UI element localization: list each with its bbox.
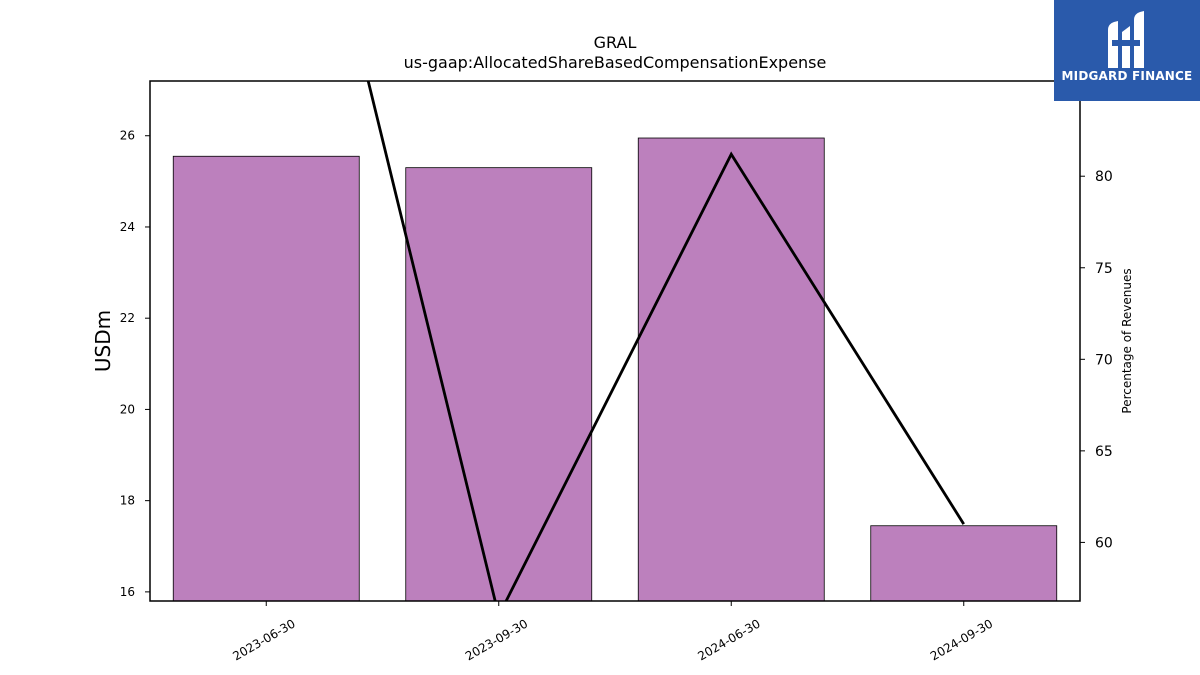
plot-frame	[149, 80, 1081, 602]
y-tick-label: 18	[120, 494, 135, 508]
x-axis-ticks: 2023-06-30 2023-09-30 2024-06-30 2024-09-30	[230, 601, 995, 663]
y-tick-label: 16	[120, 585, 135, 599]
y2-tick-label: 75	[1095, 261, 1113, 277]
chart-subtitle: us-gaap:AllocatedShareBasedCompensationE…	[404, 53, 827, 72]
bars-group	[172, 137, 1058, 602]
y2-tick-label: 70	[1095, 352, 1113, 368]
y-tick-label: 22	[120, 311, 135, 325]
bar-2023-09-30	[405, 167, 593, 602]
line-group	[366, 81, 965, 601]
right-axis-ticks: 60 65 70 75 80	[1080, 169, 1113, 551]
y2-tick-label: 60	[1095, 535, 1113, 551]
logo-icon	[1108, 11, 1144, 68]
x-tick-label: 2024-09-30	[928, 616, 995, 663]
y2-tick-label: 65	[1095, 444, 1113, 460]
bar-2024-09-30	[870, 525, 1058, 602]
x-tick-label: 2023-06-30	[230, 616, 297, 663]
y2-tick-label: 80	[1095, 169, 1113, 185]
y-tick-label: 24	[120, 220, 135, 234]
y-tick-label: 26	[120, 129, 135, 143]
x-tick-label: 2023-09-30	[463, 616, 530, 663]
midgard-finance-logo: MIDGARD FINANCE	[1054, 0, 1200, 101]
left-axis-ticks: 16 18 20 22 24 26	[120, 129, 150, 599]
y-axis-label: USDm	[91, 310, 115, 372]
x-tick-label: 2024-06-30	[695, 616, 762, 663]
chart-title: GRAL	[594, 33, 637, 52]
logo-text: MIDGARD FINANCE	[1061, 69, 1193, 83]
line-series	[366, 81, 965, 601]
y-tick-label: 20	[120, 402, 135, 416]
y2-axis-label: Percentage of Revenues	[1120, 268, 1134, 413]
bar-2024-06-30	[637, 137, 825, 602]
bar-2023-06-30	[172, 155, 360, 602]
